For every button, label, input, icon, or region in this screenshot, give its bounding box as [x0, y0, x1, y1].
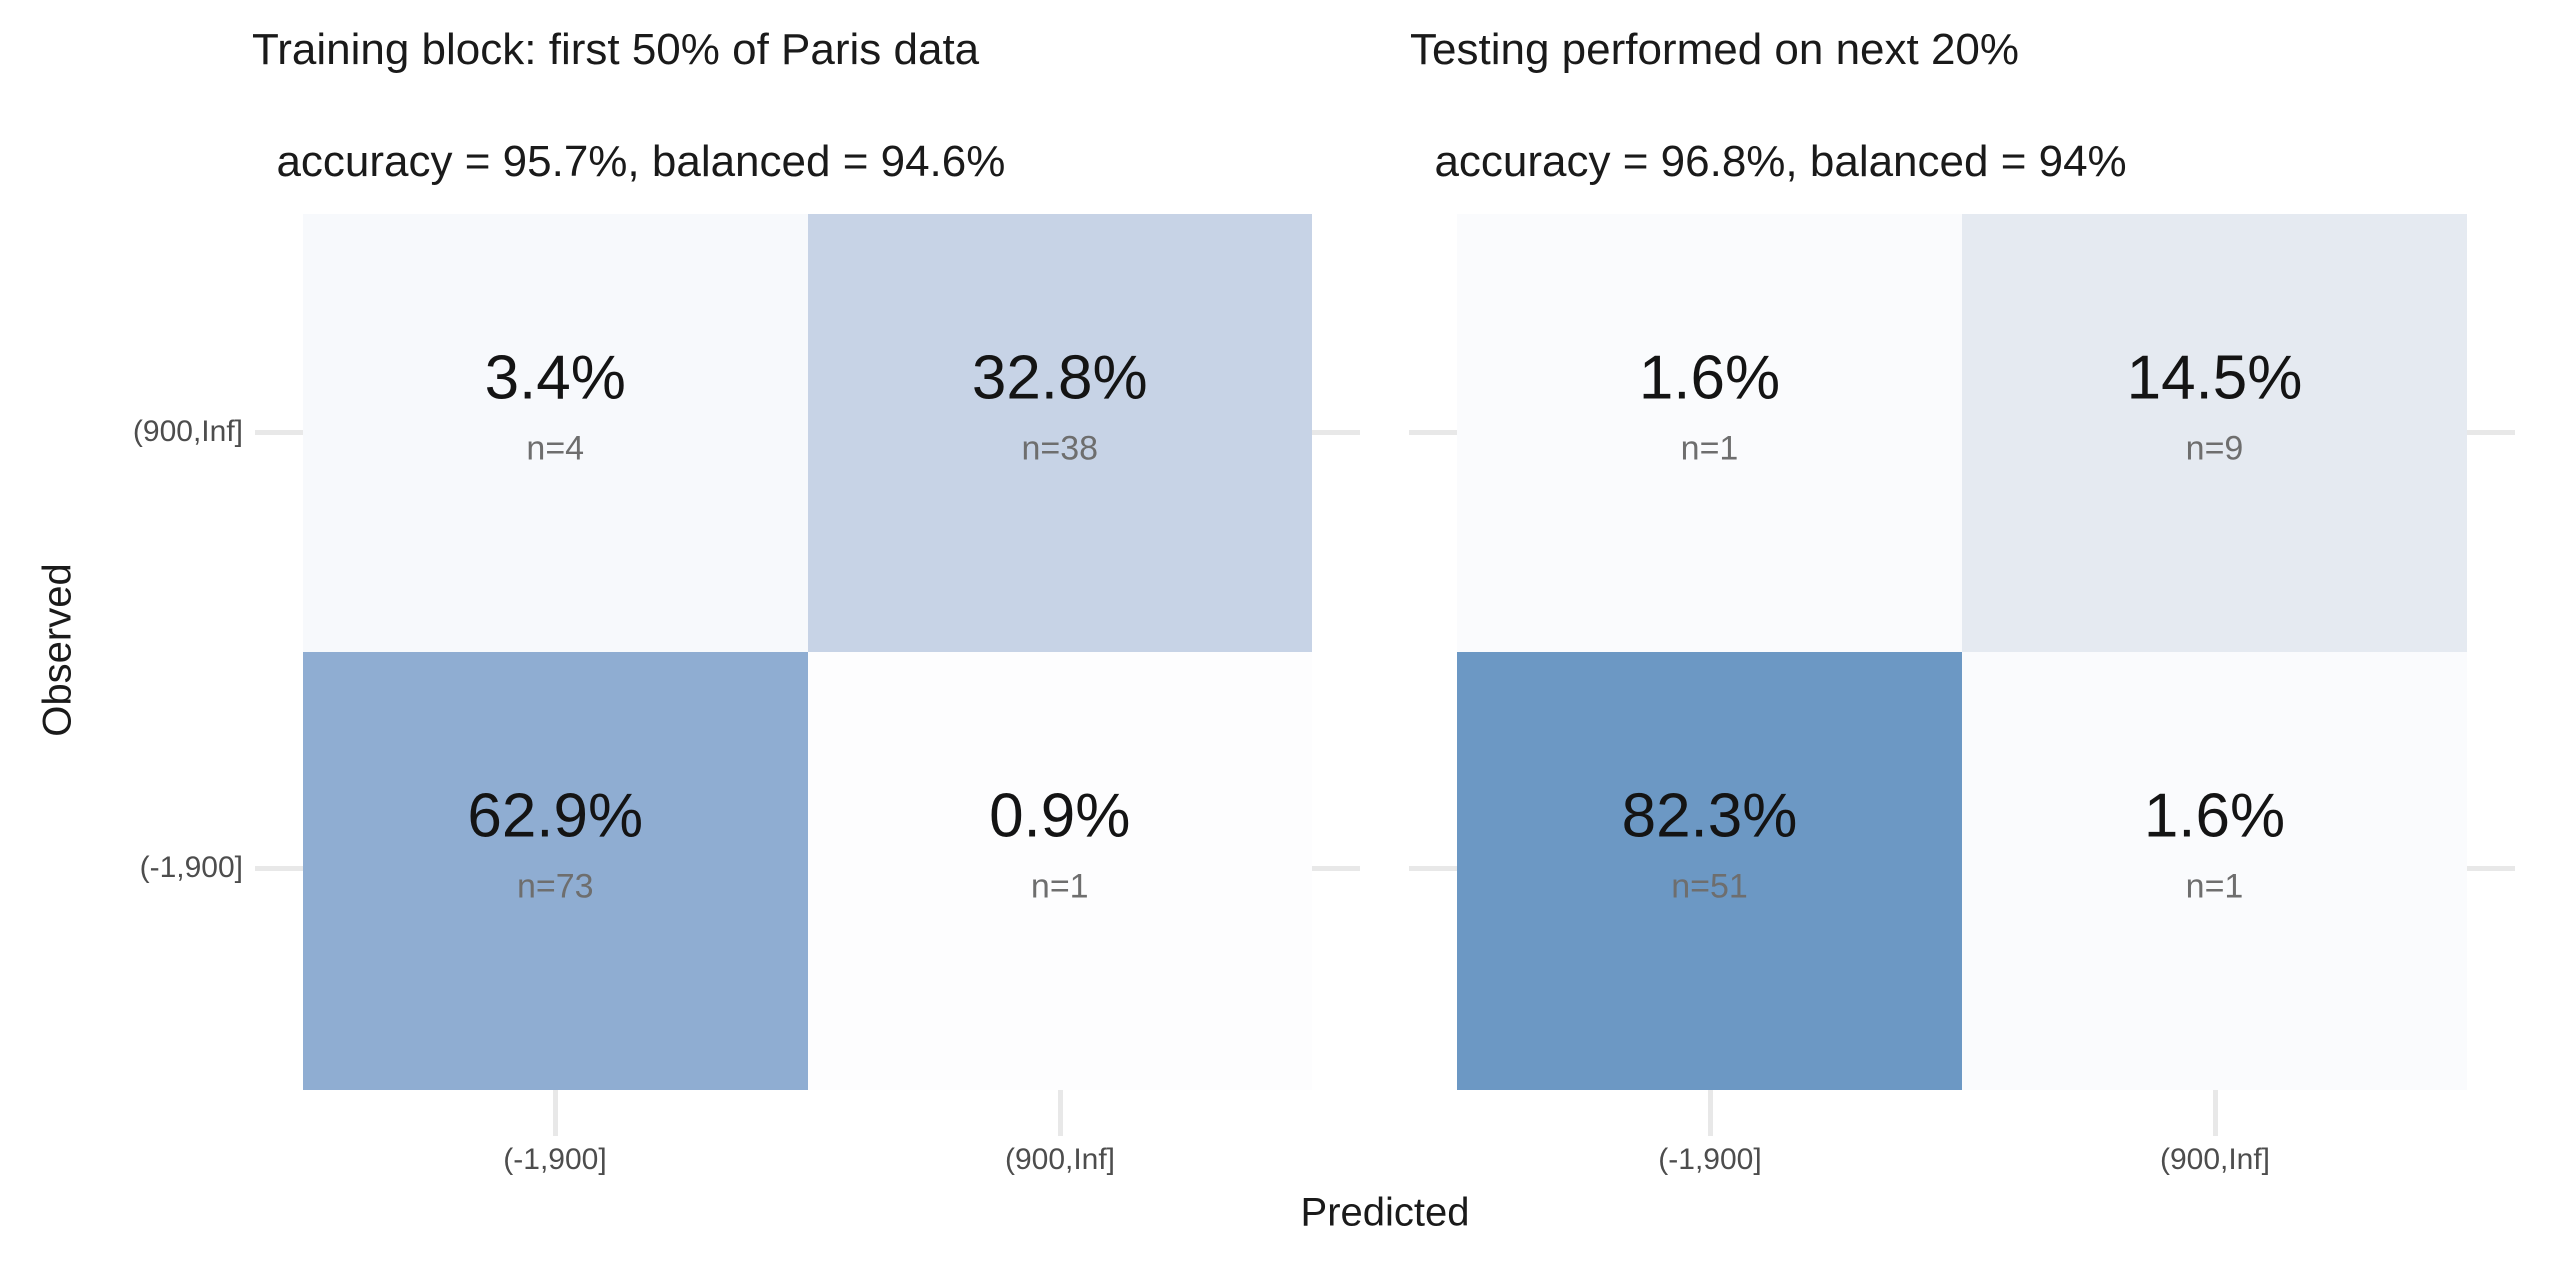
cell-percent-label: 0.9%: [989, 781, 1131, 851]
left-plot-title: Training block: first 50% of Paris data …: [252, 22, 1005, 190]
axis-tick: [255, 866, 303, 871]
right-plot-title: Testing performed on next 20% accuracy =…: [1410, 22, 2127, 190]
matrix-cell: 3.4% n=4: [303, 214, 808, 652]
cell-count-label: n=1: [1680, 429, 1739, 468]
x-axis-tick-label: (900,Inf]: [2159, 1143, 2271, 1176]
cell-count-label: n=1: [2185, 867, 2244, 906]
cell-percent-label: 14.5%: [2126, 343, 2303, 413]
cell-count-label: n=1: [1030, 867, 1089, 906]
y-axis-tick-label-row2: (-1,900]: [139, 851, 243, 884]
axis-tick: [255, 430, 303, 435]
x-axis-tick-label: (-1,900]: [503, 1143, 607, 1176]
matrix-cell: 32.8% n=38: [807, 214, 1312, 652]
right-heatmap-panel: 1.6% n=1 14.5% n=9 82.3% n=51 1.6% n=1: [1457, 214, 2467, 1090]
matrix-cell: 82.3% n=51: [1457, 652, 1962, 1090]
axis-tick: [1312, 866, 1360, 871]
x-axis-tick-label: (-1,900]: [1658, 1143, 1762, 1176]
x-axis-tick-label: (900,Inf]: [1004, 1143, 1116, 1176]
matrix-cell: 1.6% n=1: [1962, 652, 2467, 1090]
cell-percent-label: 62.9%: [467, 781, 644, 851]
axis-tick: [553, 1090, 558, 1136]
cell-percent-label: 82.3%: [1621, 781, 1798, 851]
cell-percent-label: 1.6%: [2143, 781, 2286, 851]
left-heatmap-panel: 3.4% n=4 32.8% n=38 62.9% n=73 0.9% n=1: [303, 214, 1312, 1090]
matrix-cell: 14.5% n=9: [1962, 214, 2467, 652]
y-axis-tick-label-row1: (900,Inf]: [132, 415, 243, 448]
cell-count-label: n=4: [526, 429, 585, 468]
matrix-cell: 0.9% n=1: [807, 652, 1312, 1090]
cell-count-label: n=38: [1021, 429, 1099, 468]
x-axis-title: Predicted: [1300, 1190, 1470, 1235]
cell-percent-label: 1.6%: [1638, 343, 1781, 413]
axis-tick: [2467, 866, 2515, 871]
matrix-cell: 62.9% n=73: [303, 652, 808, 1090]
axis-tick: [1312, 430, 1360, 435]
axis-tick: [1409, 866, 1457, 871]
right-plot-title-line1: Testing performed on next 20%: [1410, 25, 2020, 74]
axis-tick: [2213, 1090, 2218, 1136]
axis-tick: [2467, 430, 2515, 435]
axis-tick: [1058, 1090, 1063, 1136]
left-plot-subtitle: accuracy = 95.7%, balanced = 94.6%: [276, 137, 1006, 186]
cell-count-label: n=73: [516, 867, 594, 906]
right-plot-subtitle: accuracy = 96.8%, balanced = 94%: [1434, 137, 2127, 186]
cell-percent-label: 32.8%: [971, 343, 1148, 413]
axis-tick: [1409, 430, 1457, 435]
y-axis-title: Observed: [35, 563, 80, 737]
left-plot-title-line1: Training block: first 50% of Paris data: [252, 25, 980, 74]
cell-percent-label: 3.4%: [484, 343, 626, 413]
matrix-cell: 1.6% n=1: [1457, 214, 1962, 652]
cell-count-label: n=51: [1671, 867, 1748, 906]
axis-tick: [1708, 1090, 1713, 1136]
cell-count-label: n=9: [2185, 429, 2244, 468]
